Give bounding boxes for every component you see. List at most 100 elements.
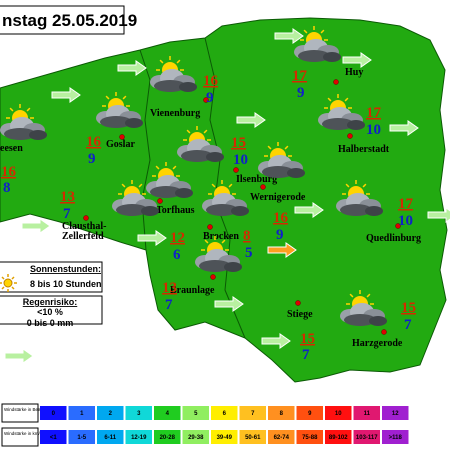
city-dot xyxy=(381,329,387,335)
kmh-value: 29-38 xyxy=(188,435,204,441)
cloud xyxy=(365,206,383,216)
cloud xyxy=(224,262,242,272)
weather-icon xyxy=(112,180,159,216)
beaufort-cell xyxy=(154,406,181,420)
rain-amount: 0 bis 0 mm xyxy=(27,318,74,328)
sun-ray xyxy=(172,165,177,170)
temp-min: 10 xyxy=(398,213,413,229)
city-dot xyxy=(347,133,353,139)
city-name: Braunlage xyxy=(170,285,215,296)
cloud xyxy=(116,204,148,216)
city-dot xyxy=(233,167,239,173)
cloud xyxy=(154,80,186,92)
city-name: Zellerfeld xyxy=(62,231,104,242)
kmh-value: 62-74 xyxy=(274,435,290,441)
weather-icon xyxy=(258,142,305,178)
kmh-cell xyxy=(182,430,209,444)
weather-icon xyxy=(294,26,341,62)
beaufort-value: 8 xyxy=(280,411,284,417)
city-dot xyxy=(260,184,266,190)
city-dot xyxy=(203,97,209,103)
wind-arrow xyxy=(51,87,81,103)
rain-box xyxy=(0,295,103,325)
wind-label-box xyxy=(1,427,39,447)
temp-max: 16 xyxy=(86,134,102,150)
beaufort-value: 7 xyxy=(251,411,255,417)
weather-icon xyxy=(340,290,387,326)
border xyxy=(204,37,246,339)
city-dot xyxy=(83,215,89,221)
temp-max: 12 xyxy=(170,230,185,246)
weather-icon xyxy=(318,94,365,130)
title-box xyxy=(0,5,125,35)
kmh-label: Windstärke in km/h xyxy=(4,431,43,436)
beaufort-cell xyxy=(325,406,352,420)
cloud xyxy=(181,150,213,162)
wind-arrow xyxy=(427,207,450,223)
city-name: Quedlinburg xyxy=(366,233,421,244)
temp-max: 8 xyxy=(243,228,251,244)
cloud xyxy=(125,118,143,128)
temp-min: 10 xyxy=(233,152,248,168)
kmh-value: 103-117 xyxy=(356,435,378,441)
sun-ray xyxy=(221,239,226,244)
sun-ray xyxy=(121,183,126,188)
cloud xyxy=(199,260,231,272)
temp-max: 16 xyxy=(203,73,219,89)
beaufort-cell xyxy=(296,406,323,420)
city-dot xyxy=(295,300,301,306)
rain-title: Regenrisiko: xyxy=(23,297,78,307)
sun-ray xyxy=(204,239,209,244)
kmh-cell xyxy=(296,430,323,444)
temp-min: 7 xyxy=(404,317,412,333)
cloud xyxy=(29,130,47,140)
sun-ray xyxy=(303,29,308,34)
sun-ray xyxy=(344,97,349,102)
city-dot xyxy=(210,274,216,280)
kmh-value: >118 xyxy=(389,435,403,441)
beaufort-cell xyxy=(382,406,409,420)
wind-arrow xyxy=(214,296,244,312)
cloud xyxy=(231,206,249,216)
temp-min: 8 xyxy=(3,180,11,196)
kmh-value: 89-102 xyxy=(329,435,348,441)
city-name: Halberstadt xyxy=(338,144,390,155)
beaufort-cell xyxy=(268,406,295,420)
kmh-value: 12-19 xyxy=(131,435,147,441)
city-name: Wernigerode xyxy=(250,192,306,203)
city-dot xyxy=(157,198,163,204)
beaufort-value: 1 xyxy=(80,411,84,417)
beaufort-value: 5 xyxy=(194,411,198,417)
kmh-cell xyxy=(154,430,181,444)
beaufort-value: 12 xyxy=(392,411,399,417)
wind-arrow xyxy=(21,218,51,234)
cloud xyxy=(322,118,354,130)
sun-value: 8 bis 10 Stunden xyxy=(30,279,102,289)
sun-ray xyxy=(366,293,371,298)
wind-arrow xyxy=(4,348,34,364)
temp-min: 6 xyxy=(173,247,181,263)
cloud xyxy=(344,314,376,326)
kmh-cell xyxy=(40,430,67,444)
weather-icon xyxy=(96,92,143,128)
wind-arrow xyxy=(294,202,324,218)
temp-max: 16 xyxy=(1,164,17,180)
cloud xyxy=(298,50,330,62)
sun-ray xyxy=(327,97,332,102)
temp-max: 17 xyxy=(398,196,414,212)
cloud xyxy=(206,204,238,216)
city-name: Ilsenburg xyxy=(236,174,277,185)
weather-icon xyxy=(336,180,383,216)
temp-max: 15 xyxy=(401,300,416,316)
beaufort-value: 10 xyxy=(335,411,342,417)
city-name: Goslar xyxy=(106,139,135,150)
city-name: Vienenburg xyxy=(150,108,200,119)
temp-max: 16 xyxy=(273,210,289,226)
sun-ray xyxy=(155,165,160,170)
sun-icon xyxy=(0,274,17,292)
temp-max: 13 xyxy=(162,280,177,296)
kmh-cell xyxy=(68,430,95,444)
sun-ray xyxy=(211,183,216,188)
kmh-value: 1-5 xyxy=(77,435,86,441)
